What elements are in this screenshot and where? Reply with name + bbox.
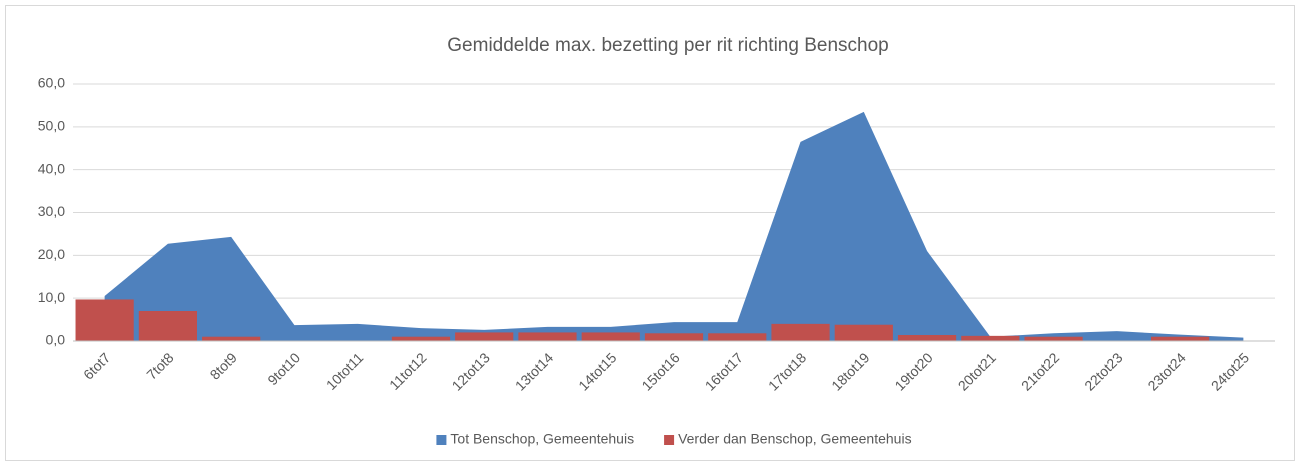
- bar: [1151, 336, 1210, 341]
- bar: [455, 332, 514, 341]
- legend-swatch: [436, 435, 447, 445]
- y-tick-label: 30,0: [38, 203, 65, 219]
- bar: [391, 336, 451, 341]
- legend-label: Tot Benschop, Gemeentehuis: [450, 431, 634, 447]
- y-tick-label: 50,0: [38, 118, 65, 134]
- bar: [75, 299, 134, 341]
- bar: [961, 335, 1020, 341]
- bar: [518, 332, 577, 341]
- y-tick-label: 40,0: [38, 160, 65, 176]
- legend-swatch: [664, 435, 675, 445]
- y-tick-label: 20,0: [38, 246, 65, 262]
- legend-label: Verder dan Benschop, Gemeentehuis: [678, 431, 912, 447]
- bar: [897, 335, 957, 341]
- bar: [202, 336, 261, 341]
- bar: [138, 311, 197, 341]
- y-tick-label: 10,0: [38, 289, 65, 305]
- bar: [644, 333, 704, 341]
- bar: [834, 324, 893, 341]
- chart-border: [5, 5, 1295, 461]
- area: [104, 111, 1244, 341]
- chart-title: Gemiddelde max. bezetting per rit richti…: [447, 35, 888, 56]
- y-tick-label: 0,0: [46, 332, 66, 348]
- bar: [581, 332, 640, 341]
- y-tick-label: 60,0: [38, 75, 65, 91]
- bar: [771, 323, 830, 341]
- bar: [708, 333, 767, 341]
- bar: [1024, 336, 1083, 341]
